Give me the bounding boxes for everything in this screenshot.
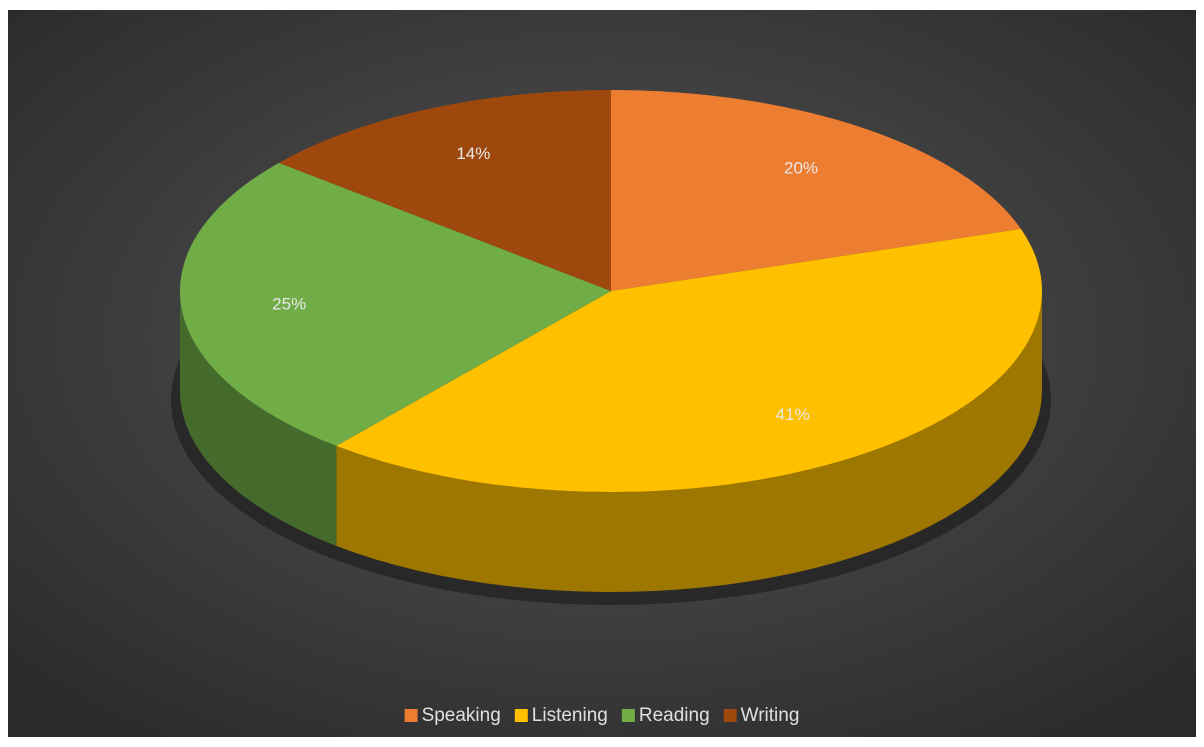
slice (180, 162, 612, 446)
legend-swatch (621, 709, 635, 722)
data-label: 25% (272, 295, 306, 314)
legend-label: Speaking (422, 705, 501, 726)
legend-label: Listening (532, 705, 608, 726)
legend-label: Reading (639, 705, 710, 726)
data-label: 20% (784, 159, 818, 178)
slice (611, 90, 1021, 291)
data-label: 14% (456, 144, 490, 163)
legend-swatch (514, 709, 528, 722)
slice-side (180, 291, 337, 546)
slice-side (336, 291, 1042, 592)
legend-swatch (404, 709, 418, 722)
legend-label: Writing (741, 705, 800, 726)
slice (336, 228, 1042, 493)
slice (278, 90, 611, 291)
data-label: 41% (776, 405, 810, 424)
legend-swatch (723, 709, 737, 722)
